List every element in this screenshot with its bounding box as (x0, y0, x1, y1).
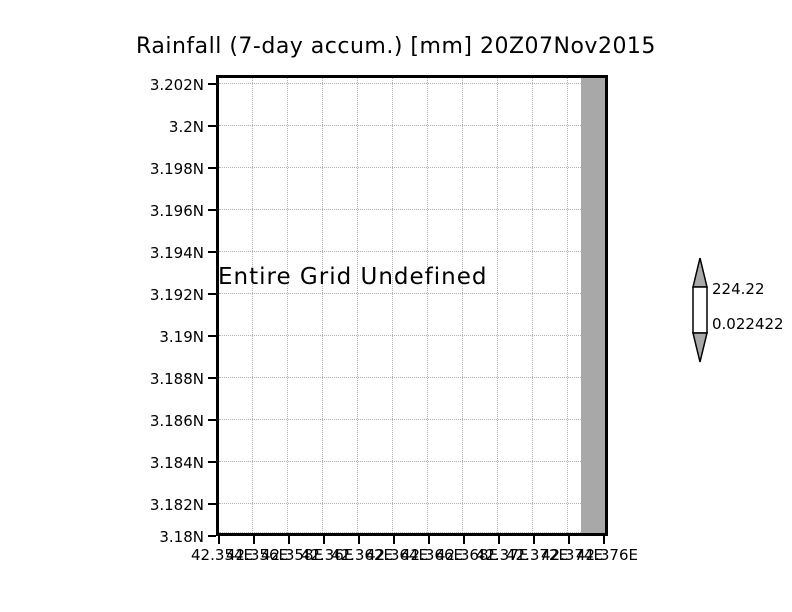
y-axis-tick (208, 167, 216, 169)
y-axis-tick (208, 461, 216, 463)
gridline-vertical (427, 78, 429, 533)
colorbar-band-middle (692, 286, 708, 334)
x-axis-tick (498, 536, 500, 544)
y-axis-tick (208, 209, 216, 211)
colorbar-cap-lower-icon (692, 332, 708, 363)
gridline-vertical (252, 78, 254, 533)
x-tick-label: 42.374E (541, 546, 603, 564)
gridline-horizontal (219, 209, 605, 211)
y-axis-tick (208, 419, 216, 421)
x-tick-label: 42.358E (261, 546, 323, 564)
gridline-vertical (532, 78, 534, 533)
colorbar-label-high: 224.22 (712, 280, 765, 298)
gridline-horizontal (219, 83, 605, 85)
x-axis-tick (568, 536, 570, 544)
gridline-horizontal (219, 419, 605, 421)
y-axis-labels: 3.202N 3.2N 3.198N 3.196N 3.194N 3.192N … (100, 0, 204, 612)
y-axis-tick (208, 251, 216, 253)
x-axis-tick (603, 536, 605, 544)
y-tick-label: 3.188N (149, 370, 204, 388)
page-title: Rainfall (7-day accum.) [mm] 20Z07Nov201… (136, 34, 656, 59)
x-tick-label: 42.37E (475, 546, 529, 564)
x-axis-tick (323, 536, 325, 544)
x-tick-label: 42.364E (366, 546, 428, 564)
y-axis-tick (208, 293, 216, 295)
y-tick-label: 3.184N (149, 454, 204, 472)
y-tick-label: 3.198N (149, 160, 204, 178)
gridline-horizontal (219, 335, 605, 337)
y-tick-label: 3.202N (149, 76, 204, 94)
y-tick-label: 3.194N (149, 244, 204, 262)
x-axis-tick (253, 536, 255, 544)
y-tick-label: 3.196N (149, 202, 204, 220)
y-tick-label: 3.18N (159, 528, 204, 546)
gridline-horizontal (219, 167, 605, 169)
gridline-vertical (462, 78, 464, 533)
y-tick-label: 3.2N (168, 118, 204, 136)
y-axis-tick (208, 335, 216, 337)
undefined-data-band (581, 78, 605, 533)
gridline-vertical (567, 78, 569, 533)
y-tick-label: 3.19N (159, 328, 204, 346)
gridline-horizontal (219, 293, 605, 295)
undefined-grid-message: Entire Grid Undefined (218, 264, 488, 290)
y-axis-tick (208, 83, 216, 85)
colorbar-shape (692, 257, 708, 363)
x-tick-label: 42.356E (226, 546, 288, 564)
x-axis-tick (288, 536, 290, 544)
x-tick-label: 42.372E (506, 546, 568, 564)
x-tick-label: 42.362E (331, 546, 393, 564)
x-tick-label: 42.36E (300, 546, 354, 564)
gridline-vertical (392, 78, 394, 533)
plot-inner (219, 78, 605, 533)
y-axis-tick (208, 535, 216, 537)
y-axis-tick (208, 377, 216, 379)
colorbar (690, 257, 710, 363)
x-tick-label: 42.366E (401, 546, 463, 564)
x-axis-tick (358, 536, 360, 544)
y-tick-label: 3.192N (149, 286, 204, 304)
gridline-horizontal (219, 125, 605, 127)
y-tick-label: 3.182N (149, 496, 204, 514)
x-tick-label: 42.376E (576, 546, 638, 564)
gridline-horizontal (219, 503, 605, 505)
x-axis-tick (393, 536, 395, 544)
gridline-vertical (357, 78, 359, 533)
x-axis-tick (463, 536, 465, 544)
x-axis-tick (218, 536, 220, 544)
gridline-horizontal (219, 377, 605, 379)
plot-area (216, 75, 608, 536)
y-tick-label: 3.186N (149, 412, 204, 430)
gridline-vertical (322, 78, 324, 533)
x-axis-tick (428, 536, 430, 544)
y-axis-tick (208, 503, 216, 505)
gridline-vertical (287, 78, 289, 533)
x-tick-label: 42.354E (191, 546, 253, 564)
y-axis-tick (208, 125, 216, 127)
gridline-horizontal (219, 532, 605, 533)
x-axis-tick (533, 536, 535, 544)
colorbar-cap-upper-icon (692, 257, 708, 288)
gridline-horizontal (219, 251, 605, 253)
gridline-vertical (497, 78, 499, 533)
colorbar-label-low: 0.022422 (712, 315, 784, 333)
gridline-horizontal (219, 461, 605, 463)
x-tick-label: 42.368E (436, 546, 498, 564)
